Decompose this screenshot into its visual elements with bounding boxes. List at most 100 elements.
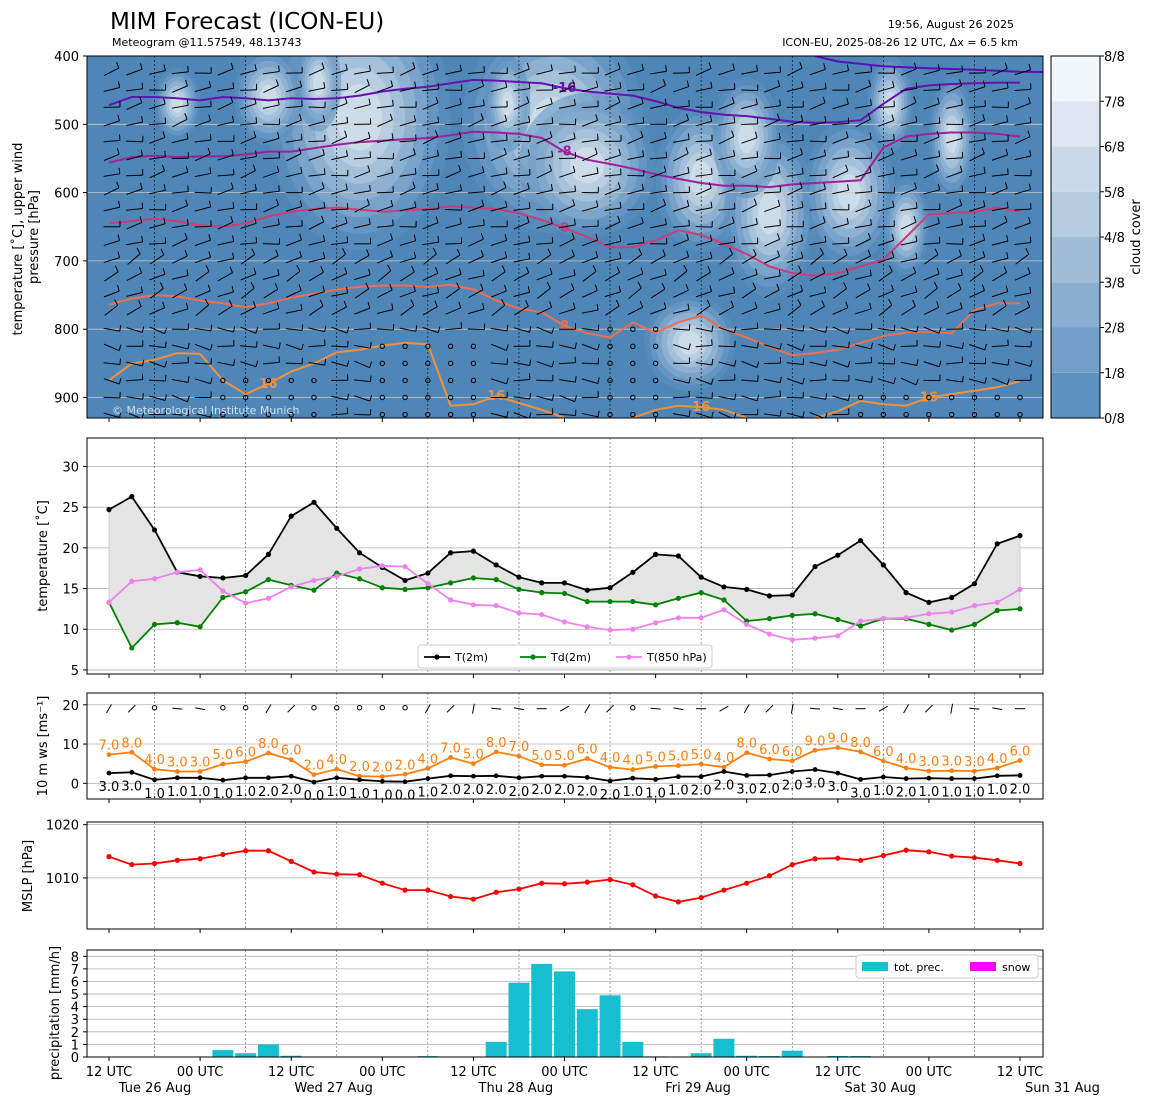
data-point: [675, 774, 681, 780]
wind-barb: [695, 362, 713, 366]
gust-label: 4.0: [987, 752, 1008, 767]
wind-barb: [399, 206, 416, 212]
wind-barb: [672, 205, 689, 212]
data-point: [334, 775, 340, 781]
wind-barb-flag: [139, 96, 143, 103]
wind-barb: [855, 224, 872, 229]
wind-barb-flag: [321, 215, 325, 222]
data-point: [698, 574, 704, 580]
wind-barb-flag: [756, 151, 759, 158]
wind-barb-flag: [480, 113, 484, 120]
mean-wind-label: 1.0: [987, 783, 1008, 798]
wind-barb-flag: [870, 218, 872, 226]
wind-barb-flag: [482, 132, 485, 139]
wind-barb-flag: [254, 217, 257, 224]
data-point: [584, 756, 590, 761]
wind-barb: [855, 138, 872, 144]
wind-barb-flag: [893, 324, 896, 331]
wind-barb-flag: [665, 185, 667, 192]
wind-barb-flag: [458, 131, 462, 138]
wind-barb-flag: [663, 302, 667, 309]
wind-barb: [877, 139, 895, 143]
wind-barb: [513, 207, 530, 211]
wind-barb: [149, 254, 165, 265]
wind-barb: [627, 155, 644, 160]
wind-barb: [650, 274, 667, 280]
data-point: [744, 621, 750, 627]
wind-barb: [810, 707, 821, 710]
wind-barb: [991, 362, 1009, 366]
wind-barb: [1014, 241, 1031, 245]
wind-barb: [673, 707, 684, 711]
wind-barb-flag: [824, 202, 827, 209]
wind-barb: [877, 172, 895, 178]
wind-barb: [991, 327, 1009, 333]
wind-barb: [718, 222, 735, 230]
wind-barb-flag: [801, 201, 804, 208]
wind-barb-flag: [185, 79, 188, 87]
wind-barb: [695, 240, 712, 246]
wind-barb-flag: [983, 200, 986, 207]
wind-barb: [923, 361, 940, 368]
wind-barb: [308, 327, 325, 333]
wind-barb-flag: [733, 412, 737, 418]
wind-barb-flag: [435, 96, 439, 104]
wind-barb: [855, 205, 871, 213]
wind-barb: [606, 704, 614, 713]
wind-barb-flag: [687, 166, 690, 173]
wind-barb-flag: [233, 325, 236, 333]
wind-barb: [763, 378, 781, 384]
wind-barb: [650, 84, 666, 94]
wind-barb: [240, 136, 256, 144]
wind-barb-flag: [186, 395, 190, 402]
data-point: [174, 569, 180, 575]
wind-barb: [286, 153, 302, 162]
wind-barb: [946, 171, 963, 178]
mean-wind-label: 3.0: [99, 780, 120, 795]
data-point: [425, 765, 431, 771]
wind-barb-flag: [299, 250, 302, 258]
wind-barb: [285, 239, 302, 247]
data-point: [562, 762, 567, 768]
gust-label: 6.0: [873, 745, 894, 760]
wind-barb: [194, 120, 211, 127]
wind-barb: [149, 189, 166, 195]
wind-barb: [1014, 292, 1031, 297]
wind-barb: [718, 241, 735, 246]
wind-barb: [331, 361, 348, 367]
wind-barb: [263, 288, 279, 299]
data-point: [949, 768, 955, 774]
wind-barb: [399, 257, 416, 263]
wind-barb-flag: [278, 65, 280, 72]
wind-barb-flag: [937, 183, 941, 191]
wind-barb: [764, 289, 780, 299]
wind-barb: [262, 243, 280, 245]
wind-barb-flag: [549, 301, 553, 308]
wind-barb-flag: [756, 184, 759, 191]
wind-barb-flag: [892, 81, 895, 88]
wind-barb: [354, 204, 370, 213]
wind-barb: [718, 292, 735, 297]
mean-wind-label: 2.0: [1010, 782, 1031, 797]
y-tick-label: 4: [71, 1001, 79, 1016]
wind-barb-flag: [458, 301, 462, 308]
mean-wind-label: 2.0: [463, 783, 484, 798]
wind-barb-flag: [162, 301, 166, 308]
data-point: [151, 527, 158, 533]
data-point: [630, 569, 636, 575]
wind-barb: [991, 140, 1009, 143]
wind-barb: [946, 243, 963, 245]
wind-barb: [809, 221, 826, 230]
data-point: [744, 586, 750, 592]
wind-barb: [399, 240, 416, 246]
wind-barb: [718, 155, 735, 161]
colorbar-tick-label: 2/8: [1104, 322, 1125, 337]
wind-barb: [149, 136, 165, 144]
wind-barb-flag: [800, 234, 804, 241]
wind-barb-flag: [482, 99, 485, 106]
wind-barb-flag: [274, 283, 279, 290]
wind-barb: [422, 306, 438, 316]
wind-barb-flag: [252, 164, 256, 171]
wind-barb: [650, 255, 666, 265]
